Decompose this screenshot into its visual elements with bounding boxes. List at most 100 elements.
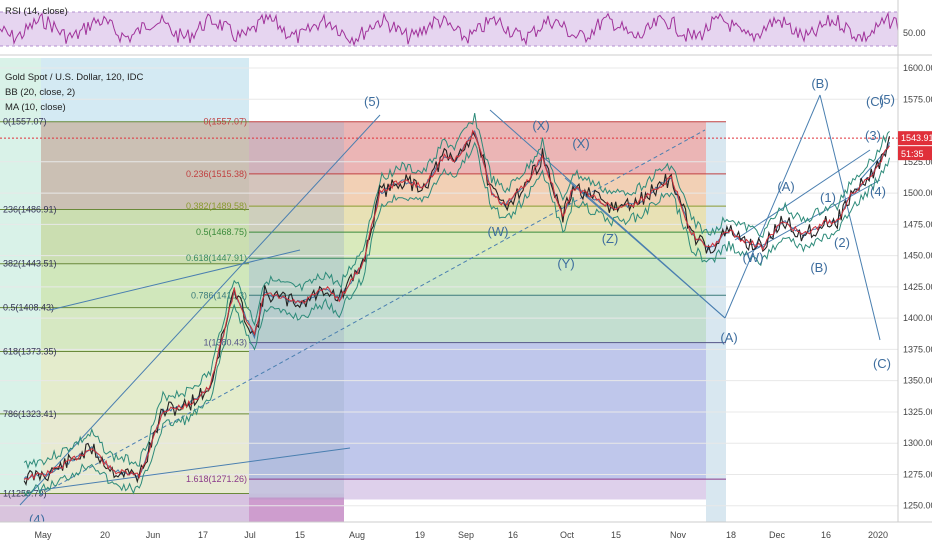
bb-lower [23,141,890,497]
wave-label: (C) [873,356,891,371]
time-tick-label: Aug [349,530,365,540]
rsi-line [0,11,899,47]
fib-right-label: 0.618(1447.91) [186,253,247,263]
time-tick-label: 18 [726,530,736,540]
price-tick-label: 1275.00 [903,469,932,479]
price-tick-label: 1325.00 [903,407,932,417]
price-tick-label: 1450.00 [903,251,932,261]
fib-right-label: 0(1557.07) [203,117,247,127]
wave-label: (1) [820,190,836,205]
time-tick-label: Jun [146,530,161,540]
time-tick-label: Dec [769,530,786,540]
price-tick-label: 1525.00 [903,157,932,167]
ma-line [23,129,890,481]
left-fib-band [41,308,249,352]
time-axis-bg [0,522,932,550]
countdown-tag [898,146,932,161]
fib-left-label: 382(1443.51) [3,259,57,269]
wave-label: (5) [879,92,895,107]
right-fib-band [249,231,706,259]
wave-label: (5) [364,94,380,109]
line-3-5 [859,154,883,181]
wave-label: (4) [870,184,886,199]
rsi-pane [0,0,932,56]
wave-label: (A) [720,330,737,345]
right-fib-band [249,343,706,480]
price-candles [23,130,891,486]
rsi-label: RSI (14, close) [5,6,68,17]
time-tick-label: Oct [560,530,575,540]
time-tick-label: 17 [198,530,208,540]
right-fib-band [249,121,706,175]
wave-label: (C) [866,94,884,109]
fib-right-label: 0.5(1468.75) [196,227,247,237]
fib-left-label: 0.5(1408.43) [3,303,54,313]
time-tick-label: 20 [100,530,110,540]
left-fib-band [41,351,249,415]
fib-left-label: 786(1323.41) [3,409,57,419]
trend-wave-5 [19,114,381,506]
price-tag-label: 1543.91 [901,133,932,143]
line-upper-channel [734,149,871,241]
fib-left-label: 0(1557.07) [3,117,47,127]
line-B-C [819,94,881,341]
wave-label: (X) [572,136,589,151]
price-tick-label: 1350.00 [903,376,932,386]
legend-ma: MA (10, close) [5,102,66,113]
countdown-label: 51:35 [901,149,924,159]
channel-lower [39,447,351,491]
background-zones [0,58,726,522]
price-tick-label: 1375.00 [903,344,932,354]
fib-left-label: 618(1373.35) [3,346,57,356]
bb-upper [23,113,890,470]
zone-left-edge [0,58,41,522]
price-tick-label: 1500.00 [903,188,932,198]
price-tick-label: 1600.00 [903,63,932,73]
rsi-tick-label: 50.00 [903,28,926,38]
wave-label: (W) [488,224,509,239]
grid [0,67,898,507]
price-tick-label: 1250.00 [903,501,932,511]
zone-right-strip [706,121,726,522]
legend-symbol: Gold Spot / U.S. Dollar, 120, IDC [5,72,143,83]
wave-label: (B) [810,260,827,275]
legend-bb: BB (20, close, 2) [5,87,75,98]
wave-labels: (5) (X) (X) (W) (Y) (Z) (A) (W) (A) (B) (1) (2) (B) (… [29,76,895,527]
fib-right-label: 0.786(1418.3) [191,290,247,300]
time-tick-label: 16 [508,530,518,540]
price-tick-label: 1300.00 [903,438,932,448]
right-fib-band [249,295,706,344]
wave-label: (3) [865,128,881,143]
time-tick-label: 19 [415,530,425,540]
price-tag [898,131,932,146]
time-tick-label: 15 [611,530,621,540]
price-tick-label: 1575.00 [903,94,932,104]
time-tick-label: 15 [295,530,305,540]
channel-upper [49,249,301,311]
left-fib-band [41,264,249,309]
wave-label: (A) [777,179,794,194]
wave-label: (2) [834,235,850,250]
right-fib-band [249,174,706,206]
fib-right-label: 1.618(1271.26) [186,474,247,484]
fib-right-label: 0.236(1515.38) [186,169,247,179]
time-tick-label: 16 [821,530,831,540]
price-tick-label: 1400.00 [903,313,932,323]
wave-label: (X) [532,118,549,133]
price-tick-label: 1475.00 [903,219,932,229]
fib-right-label: 0.382(1489.58) [186,201,247,211]
time-tick-label: Sep [458,530,474,540]
wave-label: (Y) [557,256,574,271]
price-series [23,129,891,486]
time-tick-label: Jul [244,530,256,540]
wave-label: (W) [743,250,764,265]
left-fib-band [41,414,249,494]
line-Z [564,177,726,319]
price-tick-label: 1425.00 [903,282,932,292]
line-A-B [724,94,821,319]
fib-left-label: 236(1486.91) [3,204,57,214]
left-fib-band [41,121,249,210]
right-fib-band [249,479,706,500]
